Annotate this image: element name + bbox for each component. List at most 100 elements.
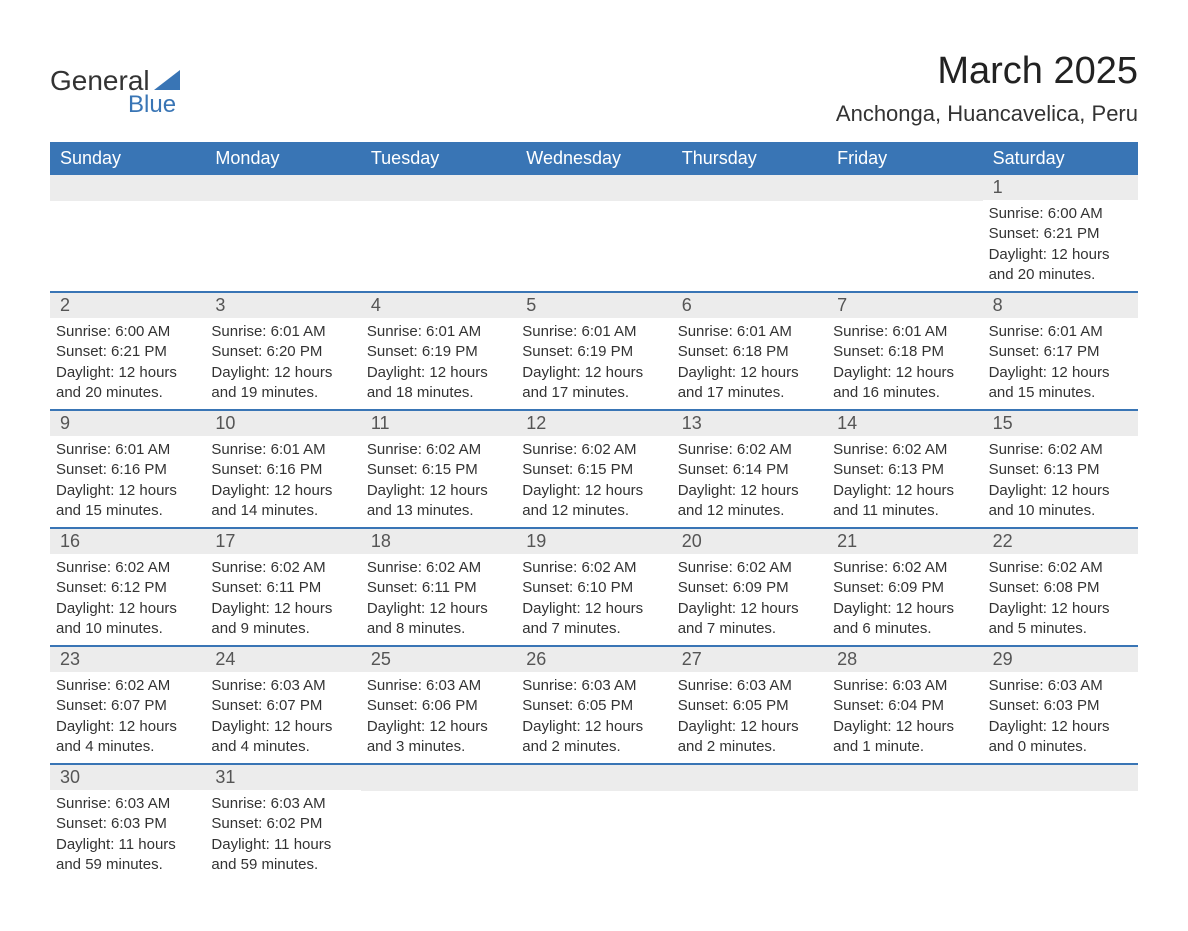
- day-sunrise: Sunrise: 6:01 AM: [367, 322, 506, 342]
- day-daylight2: and 20 minutes.: [989, 265, 1128, 285]
- day-sunset: Sunset: 6:19 PM: [367, 342, 506, 362]
- day-number: 8: [983, 293, 1138, 318]
- day-daylight1: Daylight: 12 hours: [56, 481, 195, 501]
- day-daylight1: Daylight: 12 hours: [522, 599, 661, 619]
- day-cell: 20Sunrise: 6:02 AMSunset: 6:09 PMDayligh…: [672, 527, 827, 645]
- day-sunrise: Sunrise: 6:02 AM: [833, 440, 972, 460]
- day-daylight1: Daylight: 12 hours: [211, 717, 350, 737]
- calendar-header-row: SundayMondayTuesdayWednesdayThursdayFrid…: [50, 142, 1138, 175]
- day-daylight2: and 7 minutes.: [678, 619, 817, 639]
- day-daylight1: Daylight: 12 hours: [211, 363, 350, 383]
- day-number: 19: [516, 529, 671, 554]
- day-sunrise: Sunrise: 6:02 AM: [522, 440, 661, 460]
- day-daylight1: Daylight: 12 hours: [56, 717, 195, 737]
- day-daylight2: and 4 minutes.: [56, 737, 195, 757]
- day-sunrise: Sunrise: 6:02 AM: [678, 440, 817, 460]
- day-sunset: Sunset: 6:18 PM: [678, 342, 817, 362]
- day-cell: [827, 175, 982, 291]
- day-number: 14: [827, 411, 982, 436]
- day-daylight1: Daylight: 12 hours: [522, 363, 661, 383]
- weekday-header: Tuesday: [361, 142, 516, 175]
- weekday-header: Wednesday: [516, 142, 671, 175]
- day-cell: 23Sunrise: 6:02 AMSunset: 6:07 PMDayligh…: [50, 645, 205, 763]
- day-sunset: Sunset: 6:14 PM: [678, 460, 817, 480]
- day-content: Sunrise: 6:03 AMSunset: 6:07 PMDaylight:…: [205, 672, 360, 763]
- day-content: Sunrise: 6:01 AMSunset: 6:17 PMDaylight:…: [983, 318, 1138, 409]
- day-cell: 29Sunrise: 6:03 AMSunset: 6:03 PMDayligh…: [983, 645, 1138, 763]
- day-daylight2: and 11 minutes.: [833, 501, 972, 521]
- day-content: Sunrise: 6:02 AMSunset: 6:13 PMDaylight:…: [827, 436, 982, 527]
- day-daylight2: and 17 minutes.: [678, 383, 817, 403]
- day-sunset: Sunset: 6:06 PM: [367, 696, 506, 716]
- day-number: 18: [361, 529, 516, 554]
- day-number: 2: [50, 293, 205, 318]
- day-cell: [205, 175, 360, 291]
- day-content: Sunrise: 6:03 AMSunset: 6:03 PMDaylight:…: [983, 672, 1138, 763]
- day-number: 25: [361, 647, 516, 672]
- day-cell: 16Sunrise: 6:02 AMSunset: 6:12 PMDayligh…: [50, 527, 205, 645]
- day-number: 24: [205, 647, 360, 672]
- day-content: Sunrise: 6:01 AMSunset: 6:19 PMDaylight:…: [361, 318, 516, 409]
- day-cell: 26Sunrise: 6:03 AMSunset: 6:05 PMDayligh…: [516, 645, 671, 763]
- day-sunset: Sunset: 6:16 PM: [211, 460, 350, 480]
- day-sunset: Sunset: 6:07 PM: [56, 696, 195, 716]
- day-content: Sunrise: 6:01 AMSunset: 6:20 PMDaylight:…: [205, 318, 360, 409]
- day-daylight2: and 19 minutes.: [211, 383, 350, 403]
- day-number: 28: [827, 647, 982, 672]
- day-daylight2: and 15 minutes.: [56, 501, 195, 521]
- day-sunrise: Sunrise: 6:03 AM: [678, 676, 817, 696]
- sail-icon: [154, 70, 180, 90]
- day-daylight2: and 17 minutes.: [522, 383, 661, 403]
- day-daylight2: and 15 minutes.: [989, 383, 1128, 403]
- day-daylight1: Daylight: 12 hours: [989, 717, 1128, 737]
- day-daylight2: and 2 minutes.: [678, 737, 817, 757]
- day-sunrise: Sunrise: 6:03 AM: [833, 676, 972, 696]
- day-content: Sunrise: 6:02 AMSunset: 6:13 PMDaylight:…: [983, 436, 1138, 527]
- day-content: Sunrise: 6:02 AMSunset: 6:11 PMDaylight:…: [361, 554, 516, 645]
- day-sunset: Sunset: 6:09 PM: [678, 578, 817, 598]
- day-number: 4: [361, 293, 516, 318]
- day-daylight2: and 6 minutes.: [833, 619, 972, 639]
- day-daylight2: and 10 minutes.: [989, 501, 1128, 521]
- day-daylight1: Daylight: 12 hours: [211, 481, 350, 501]
- logo: General Blue: [50, 65, 180, 119]
- day-sunset: Sunset: 6:11 PM: [211, 578, 350, 598]
- day-cell: 21Sunrise: 6:02 AMSunset: 6:09 PMDayligh…: [827, 527, 982, 645]
- day-content: Sunrise: 6:03 AMSunset: 6:04 PMDaylight:…: [827, 672, 982, 763]
- day-daylight2: and 20 minutes.: [56, 383, 195, 403]
- day-cell: 5Sunrise: 6:01 AMSunset: 6:19 PMDaylight…: [516, 291, 671, 409]
- day-content: Sunrise: 6:00 AMSunset: 6:21 PMDaylight:…: [50, 318, 205, 409]
- day-sunset: Sunset: 6:20 PM: [211, 342, 350, 362]
- day-sunrise: Sunrise: 6:02 AM: [989, 558, 1128, 578]
- day-content: Sunrise: 6:02 AMSunset: 6:11 PMDaylight:…: [205, 554, 360, 645]
- day-sunrise: Sunrise: 6:01 AM: [211, 440, 350, 460]
- calendar: SundayMondayTuesdayWednesdayThursdayFrid…: [50, 142, 1138, 881]
- day-sunset: Sunset: 6:10 PM: [522, 578, 661, 598]
- day-daylight1: Daylight: 12 hours: [833, 599, 972, 619]
- day-daylight1: Daylight: 12 hours: [989, 363, 1128, 383]
- day-daylight2: and 9 minutes.: [211, 619, 350, 639]
- day-content: Sunrise: 6:02 AMSunset: 6:07 PMDaylight:…: [50, 672, 205, 763]
- day-sunrise: Sunrise: 6:02 AM: [367, 440, 506, 460]
- day-daylight1: Daylight: 12 hours: [211, 599, 350, 619]
- day-number: 31: [205, 765, 360, 790]
- day-content: Sunrise: 6:03 AMSunset: 6:05 PMDaylight:…: [516, 672, 671, 763]
- weekday-header: Sunday: [50, 142, 205, 175]
- day-daylight1: Daylight: 12 hours: [833, 481, 972, 501]
- day-number: 30: [50, 765, 205, 790]
- empty-day-number-row: [827, 175, 982, 201]
- day-daylight2: and 3 minutes.: [367, 737, 506, 757]
- day-sunset: Sunset: 6:08 PM: [989, 578, 1128, 598]
- day-sunset: Sunset: 6:05 PM: [522, 696, 661, 716]
- day-number: 3: [205, 293, 360, 318]
- weekday-header: Monday: [205, 142, 360, 175]
- day-number: 27: [672, 647, 827, 672]
- empty-day-number-row: [672, 175, 827, 201]
- day-content: Sunrise: 6:00 AMSunset: 6:21 PMDaylight:…: [983, 200, 1138, 291]
- day-cell: [672, 763, 827, 881]
- day-daylight2: and 16 minutes.: [833, 383, 972, 403]
- day-sunrise: Sunrise: 6:02 AM: [367, 558, 506, 578]
- day-cell: 18Sunrise: 6:02 AMSunset: 6:11 PMDayligh…: [361, 527, 516, 645]
- day-cell: 10Sunrise: 6:01 AMSunset: 6:16 PMDayligh…: [205, 409, 360, 527]
- day-daylight1: Daylight: 12 hours: [522, 481, 661, 501]
